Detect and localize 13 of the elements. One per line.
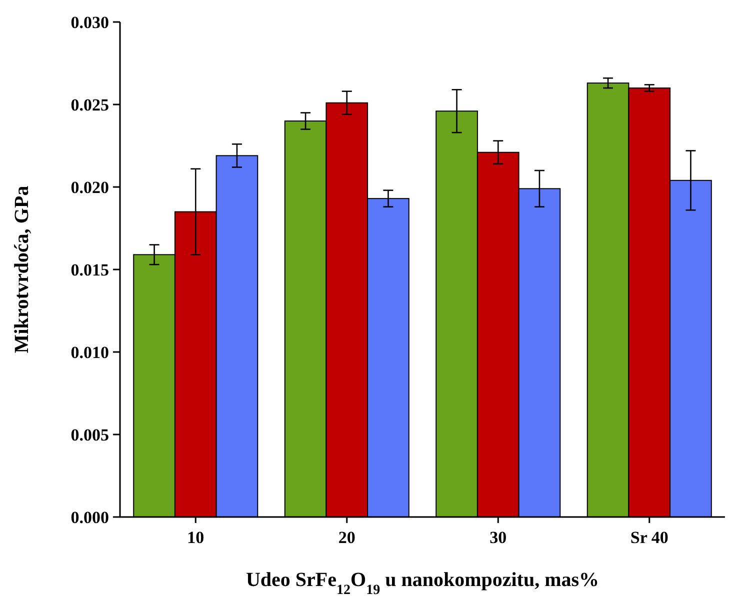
y-tick-label: 0.020: [70, 178, 109, 197]
x-tick-label: 30: [490, 528, 507, 547]
y-tick-label: 0.025: [70, 95, 109, 114]
x-axis-title: Udeo SrFe$_{12}$O$_{19}$ u nanokompozitu, mas%: [246, 569, 600, 598]
y-tick-label: 0.010: [70, 342, 109, 362]
y-tick-label: 0.015: [70, 260, 109, 280]
x-tick-label: Sr 40: [630, 528, 668, 547]
y-tick-label: 0.005: [70, 425, 109, 444]
y-tick-label: 0.000: [70, 508, 109, 527]
x-tick-label: 20: [338, 528, 356, 547]
x-tick-label: 10: [187, 528, 204, 547]
y-tick-label: 0.030: [70, 12, 109, 32]
y-axis-title: Mikrotvrdoća, GPa: [11, 186, 33, 354]
